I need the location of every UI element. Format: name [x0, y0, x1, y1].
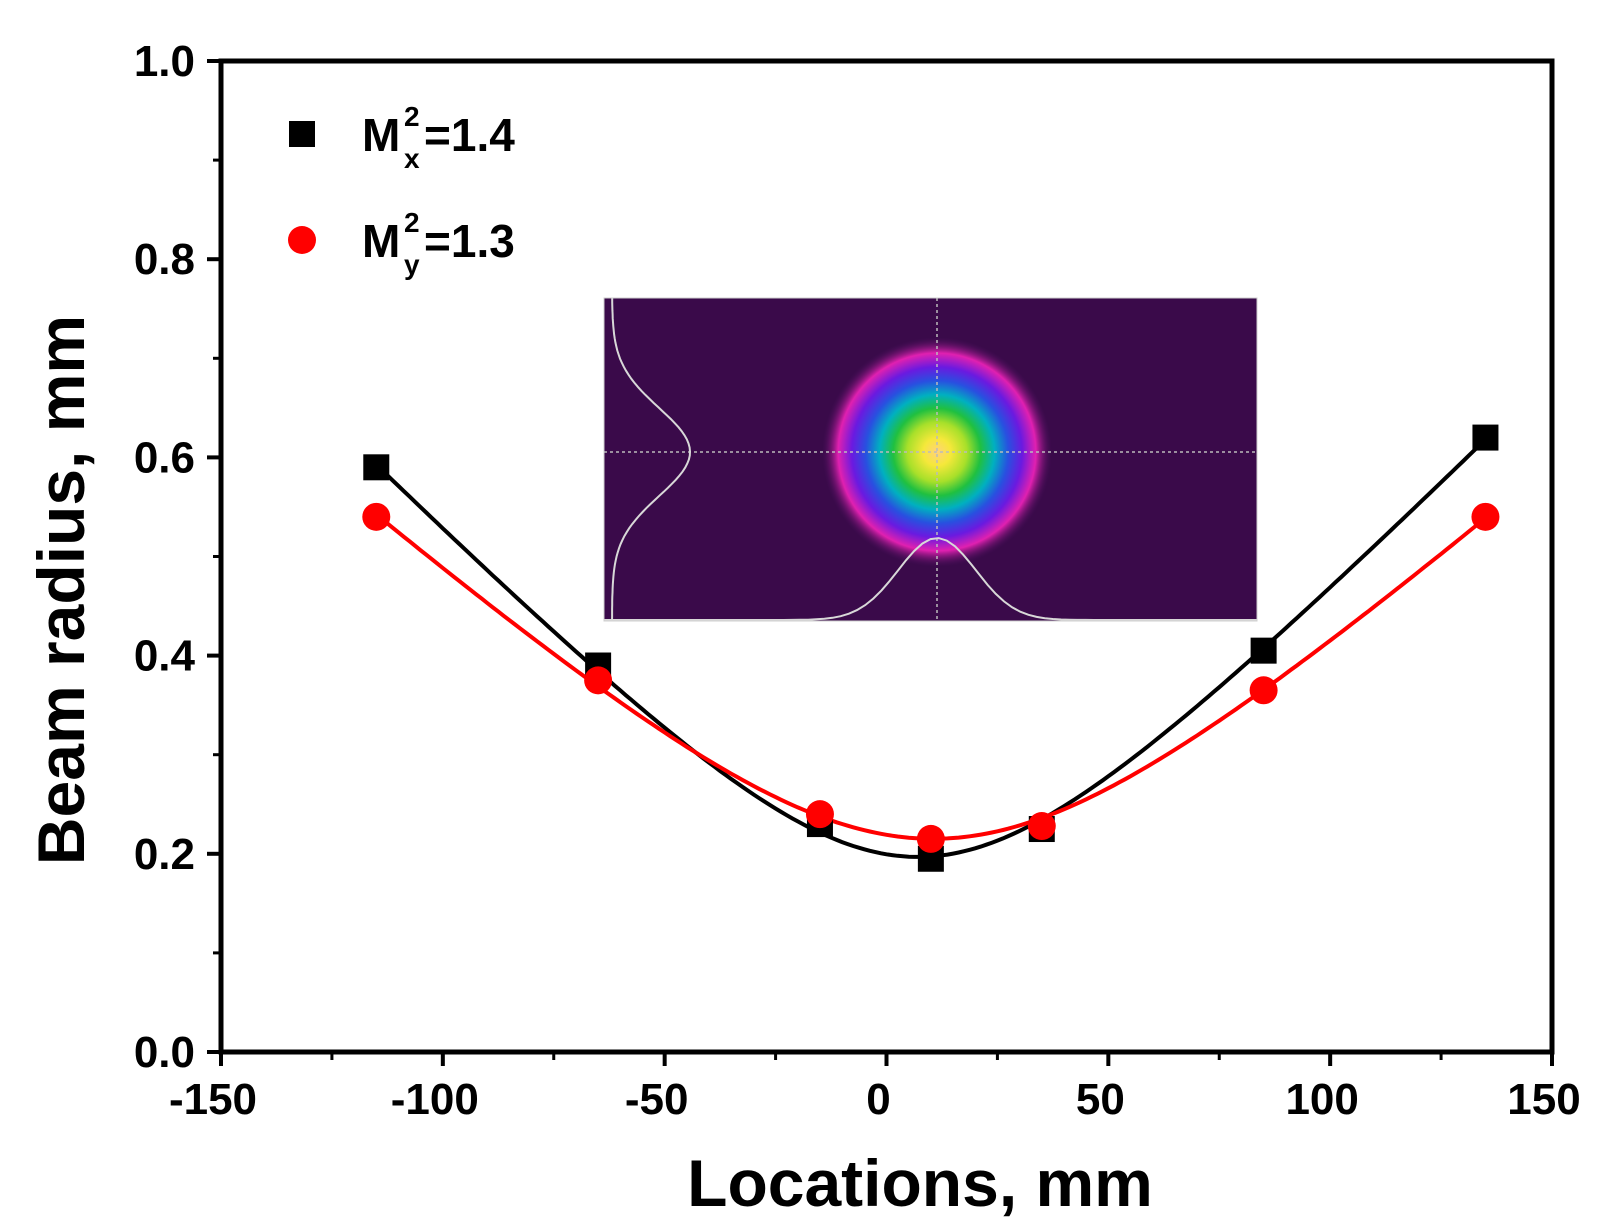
data-point-circle — [1249, 676, 1278, 705]
data-point-square — [363, 454, 390, 481]
data-point-circle — [1027, 812, 1056, 841]
y-axis-title: Beam radius, mm — [24, 315, 98, 865]
data-point-circle — [805, 800, 834, 829]
x-tick-label: 0 — [866, 1075, 890, 1124]
legend-marker-circle — [288, 226, 316, 254]
y-tick-label: 0.0 — [134, 1028, 195, 1077]
inset-content — [604, 298, 1257, 621]
data-point-square — [1472, 424, 1499, 451]
data-point-circle — [1471, 502, 1500, 531]
x-tick-label: 100 — [1285, 1075, 1358, 1124]
legend-marker-square — [289, 121, 315, 147]
inset-vertical-profile — [611, 298, 692, 621]
legend-label-subscript: y — [404, 249, 420, 280]
data-point-square — [1250, 637, 1277, 664]
data-point-circle — [362, 502, 391, 531]
legend-label-value: =1.3 — [424, 215, 515, 267]
x-tick-label: -50 — [625, 1075, 689, 1124]
x-tick-label: 150 — [1507, 1075, 1580, 1124]
inset-horizontal-profile — [604, 537, 1257, 621]
x-tick-label: 50 — [1076, 1075, 1125, 1124]
data-point-circle — [584, 666, 613, 695]
data-markers — [362, 424, 1500, 872]
legend-label-subscript: x — [404, 143, 420, 174]
x-tick-label: -100 — [391, 1075, 479, 1124]
y-tick-label: 0.2 — [134, 830, 195, 879]
data-point-circle — [916, 824, 945, 853]
legend-label-base: M — [362, 109, 400, 161]
legend-label-superscript: 2 — [404, 101, 420, 132]
beam-profile-inset — [603, 297, 1258, 622]
legend-label-superscript: 2 — [404, 207, 420, 238]
legend-label-value: =1.4 — [424, 109, 515, 161]
y-tick-label: 1.0 — [134, 37, 195, 86]
x-tick-label: -150 — [169, 1075, 257, 1124]
y-tick-label: 0.6 — [134, 433, 195, 482]
inset-border — [603, 297, 1258, 622]
x-axis-ticks: -150 -100 -50 0 50 100 150 — [169, 1052, 1581, 1124]
y-tick-label: 0.4 — [134, 632, 196, 681]
y-tick-label: 0.8 — [134, 235, 195, 284]
legend-label-base: M — [362, 215, 400, 267]
y-axis-ticks: 0.0 0.2 0.4 0.6 0.8 1.0 — [134, 37, 221, 1077]
x-axis-title: Locations, mm — [687, 1146, 1153, 1220]
legend: M 2x =1.4M 2y =1.3 — [288, 101, 515, 280]
